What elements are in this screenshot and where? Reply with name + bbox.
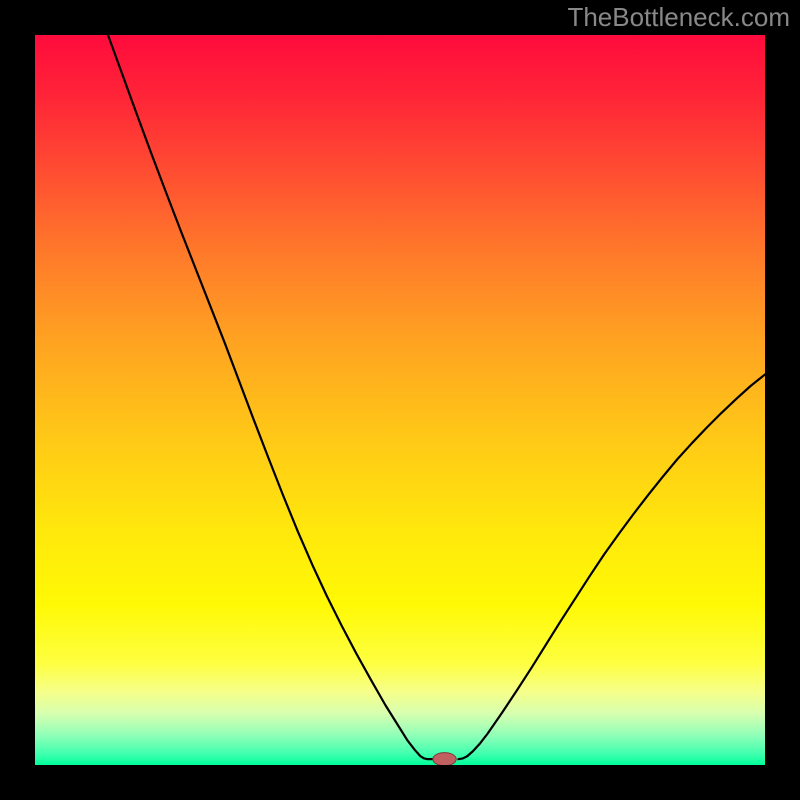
bottleneck-chart: TheBottleneck.com <box>0 0 800 800</box>
bottleneck-marker <box>433 753 456 766</box>
frame-border-bottom <box>0 765 800 800</box>
watermark-text: TheBottleneck.com <box>567 2 790 32</box>
chart-container: { "watermark": { "text": "TheBottleneck.… <box>0 0 800 800</box>
frame-border-right <box>765 0 800 800</box>
frame-border-left <box>0 0 35 800</box>
plot-background <box>35 35 765 765</box>
